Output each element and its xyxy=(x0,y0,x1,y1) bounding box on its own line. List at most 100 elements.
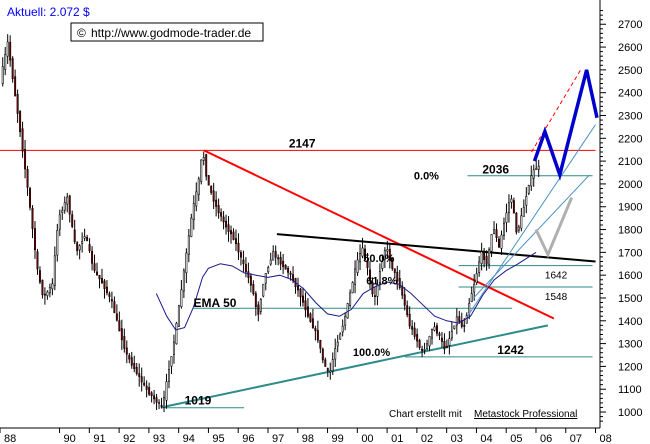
candle-down xyxy=(130,357,133,366)
candle-down xyxy=(225,220,228,228)
candle-down xyxy=(391,257,394,269)
candle-up xyxy=(376,284,379,297)
candle-down xyxy=(103,280,106,290)
x-tick-label: 05 xyxy=(510,433,522,444)
candle-down xyxy=(215,199,218,207)
candle-down xyxy=(239,252,242,258)
candle-up xyxy=(329,370,332,373)
candle-down xyxy=(153,395,156,400)
candle-up xyxy=(341,325,344,333)
candle-up xyxy=(502,222,505,236)
footer-credit-product[interactable]: Metastock Professional xyxy=(474,409,577,420)
candle-down xyxy=(31,207,34,229)
candle-up xyxy=(378,271,381,283)
candle-down xyxy=(249,275,252,286)
ema-50-line xyxy=(155,251,537,331)
candle-up xyxy=(66,196,69,205)
candle-down xyxy=(319,339,322,349)
candle-down xyxy=(138,373,141,377)
candle-down xyxy=(108,293,111,297)
candle-up xyxy=(165,381,168,401)
candle-down xyxy=(36,251,39,270)
candle-down xyxy=(435,325,438,334)
y-tick-label: 1600 xyxy=(618,270,642,282)
y-tick-label: 2400 xyxy=(618,88,642,100)
x-tick-label: 92 xyxy=(123,433,135,444)
candle-up xyxy=(356,259,359,273)
candle-down xyxy=(71,214,74,227)
candle-down xyxy=(41,279,44,296)
level-1019-label: 1019 xyxy=(185,394,212,408)
candle-down xyxy=(29,188,32,208)
candle-up xyxy=(532,169,535,179)
candle-down xyxy=(105,286,108,293)
candle-up xyxy=(468,303,471,314)
candle-down xyxy=(68,195,71,215)
y-tick-label: 1800 xyxy=(618,225,642,237)
source-url[interactable]: http://www.godmode-trader.de xyxy=(91,26,251,40)
candle-down xyxy=(160,404,163,407)
candle-down xyxy=(220,212,223,217)
candle-down xyxy=(321,348,324,361)
candle-up xyxy=(185,252,188,274)
candle-up xyxy=(195,191,198,207)
candle-up xyxy=(488,249,491,265)
candle-up xyxy=(386,249,389,252)
candle-down xyxy=(364,248,366,260)
uptrend-line xyxy=(160,324,549,409)
candle-up xyxy=(423,349,426,351)
candle-down xyxy=(277,257,280,260)
candle-down xyxy=(212,190,215,202)
x-tick-label: 08 xyxy=(600,433,612,444)
candle-up xyxy=(351,282,354,294)
candle-down xyxy=(120,328,123,341)
x-tick-label: 93 xyxy=(153,433,165,444)
candle-down xyxy=(279,256,282,265)
candle-up xyxy=(354,268,357,285)
candle-down xyxy=(393,268,396,273)
candle-up xyxy=(527,185,530,194)
candle-down xyxy=(438,333,441,336)
candle-down xyxy=(113,301,116,314)
candle-down xyxy=(143,382,146,386)
candle-up xyxy=(426,343,429,350)
candle-up xyxy=(359,253,362,263)
candle-down xyxy=(483,250,486,260)
candle-down xyxy=(91,250,94,264)
candle-up xyxy=(267,267,270,273)
x-tick-label: 91 xyxy=(93,433,105,444)
candle-up xyxy=(383,250,386,260)
candle-up xyxy=(473,283,476,293)
level-1242-label: 1242 xyxy=(497,343,524,357)
candle-up xyxy=(450,330,453,339)
candle-down xyxy=(324,359,327,367)
neckline-line xyxy=(276,233,596,263)
candle-down xyxy=(287,268,290,273)
candle-down xyxy=(306,306,309,317)
x-tick-label: 99 xyxy=(332,433,344,444)
candle-down xyxy=(463,324,466,327)
candle-up xyxy=(63,202,66,211)
candle-up xyxy=(180,289,183,307)
candle-down xyxy=(443,341,446,350)
candle-up xyxy=(465,315,468,324)
candle-down xyxy=(512,200,515,214)
candle-up xyxy=(46,291,49,296)
candle-down xyxy=(304,300,307,311)
candle-down xyxy=(93,263,96,271)
candle-down xyxy=(148,387,151,395)
candle-up xyxy=(361,247,364,257)
candle-down xyxy=(110,299,113,302)
candle-down xyxy=(252,284,255,295)
x-tick-label: 97 xyxy=(272,433,284,444)
candle-down xyxy=(244,264,247,273)
candle-down xyxy=(445,346,448,348)
candle-down xyxy=(237,242,240,253)
candle-up xyxy=(480,251,483,264)
candle-up xyxy=(272,251,275,261)
candle-down xyxy=(14,76,17,97)
candle-down xyxy=(289,272,292,275)
candle-up xyxy=(493,229,496,234)
candle-down xyxy=(234,238,237,245)
